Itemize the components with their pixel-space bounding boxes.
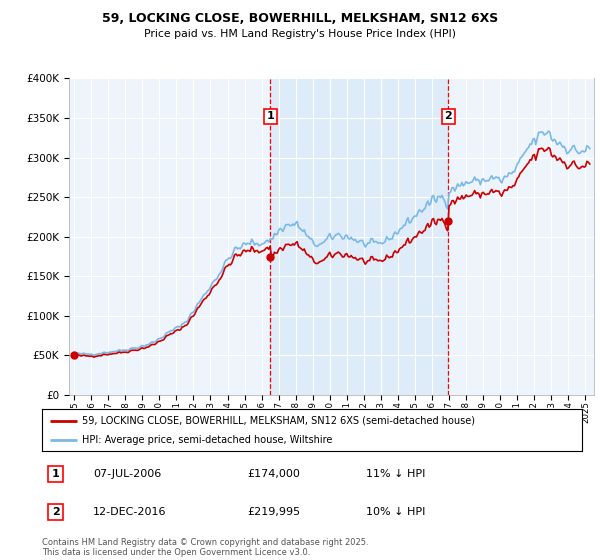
Bar: [271, 78, 448, 395]
Text: 59, LOCKING CLOSE, BOWERHILL, MELKSHAM, SN12 6XS (semi-detached house): 59, LOCKING CLOSE, BOWERHILL, MELKSHAM, …: [83, 416, 476, 426]
Text: Price paid vs. HM Land Registry's House Price Index (HPI): Price paid vs. HM Land Registry's House …: [144, 29, 456, 39]
Text: 07-JUL-2006: 07-JUL-2006: [94, 469, 161, 479]
Text: 2: 2: [52, 507, 59, 517]
Text: £174,000: £174,000: [247, 469, 300, 479]
Text: 2: 2: [445, 111, 452, 122]
Text: Contains HM Land Registry data © Crown copyright and database right 2025.
This d: Contains HM Land Registry data © Crown c…: [42, 538, 368, 557]
Text: 1: 1: [266, 111, 274, 122]
Text: £219,995: £219,995: [247, 507, 301, 517]
Text: 12-DEC-2016: 12-DEC-2016: [94, 507, 167, 517]
Text: HPI: Average price, semi-detached house, Wiltshire: HPI: Average price, semi-detached house,…: [83, 435, 333, 445]
Text: 11% ↓ HPI: 11% ↓ HPI: [366, 469, 425, 479]
Text: 59, LOCKING CLOSE, BOWERHILL, MELKSHAM, SN12 6XS: 59, LOCKING CLOSE, BOWERHILL, MELKSHAM, …: [102, 12, 498, 25]
Text: 1: 1: [52, 469, 59, 479]
Text: 10% ↓ HPI: 10% ↓ HPI: [366, 507, 425, 517]
